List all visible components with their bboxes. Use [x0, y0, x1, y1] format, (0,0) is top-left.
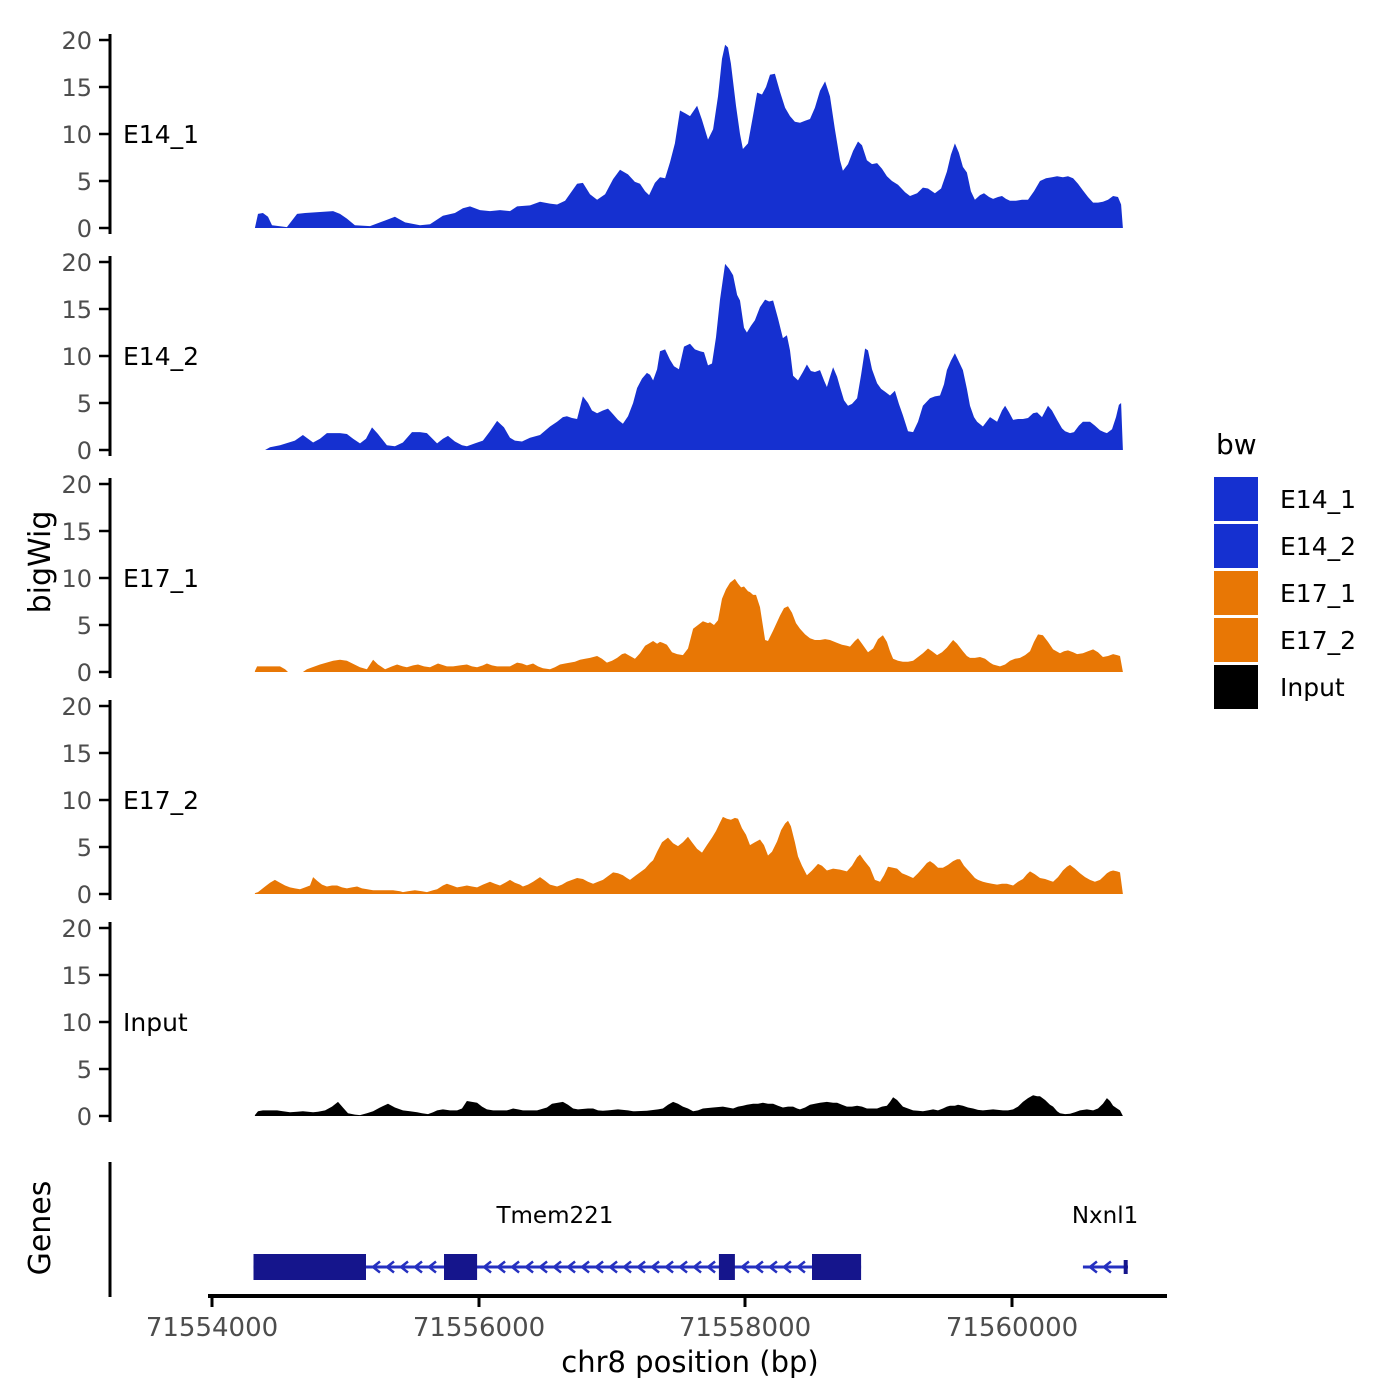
track-label-E17_2: E17_2 — [123, 786, 199, 815]
strand-arrow-icon — [781, 1260, 792, 1274]
y-tick-label: 15 — [61, 962, 92, 990]
strand-arrow-icon — [692, 1260, 702, 1274]
strand-arrow-icon — [795, 1260, 806, 1274]
strand-arrow-icon — [538, 1260, 548, 1274]
strand-arrow-icon — [594, 1260, 604, 1274]
y-tick-label: 10 — [61, 787, 92, 815]
y-tick-label: 20 — [61, 27, 92, 55]
strand-arrow-icon — [552, 1260, 562, 1274]
legend-swatch-e17-1 — [1214, 571, 1258, 615]
y-tick-label: 0 — [77, 437, 92, 465]
exon-Tmem221 — [444, 1254, 478, 1280]
y-tick-label: 15 — [61, 296, 92, 324]
strand-arrow-icon — [753, 1260, 764, 1274]
strand-arrow-icon — [566, 1260, 576, 1274]
y-tick-label: 0 — [77, 1103, 92, 1131]
track-label-Input: Input — [123, 1008, 188, 1037]
exon-Tmem221 — [812, 1254, 862, 1280]
track-area-E17_1 — [254, 578, 1123, 672]
legend-item-e14-2: E14_2 — [1214, 524, 1356, 568]
legend-label: E17_2 — [1280, 625, 1357, 655]
track-area-E14_1 — [254, 44, 1123, 229]
strand-arrow-icon — [580, 1260, 590, 1274]
x-tick-label: 71560000 — [946, 1313, 1078, 1343]
exon-Nxnl1 — [1123, 1260, 1128, 1274]
strand-arrow-icon — [1101, 1260, 1112, 1274]
strand-arrow-icon — [678, 1260, 688, 1274]
y-tick-label: 5 — [77, 390, 92, 418]
strand-arrow-icon — [384, 1260, 395, 1274]
strand-arrow-icon — [650, 1260, 660, 1274]
y-tick-label: 10 — [61, 343, 92, 371]
track-area-Input — [254, 1095, 1123, 1116]
exon-Tmem221 — [718, 1254, 735, 1280]
strand-arrow-icon — [664, 1260, 674, 1274]
y-tick-label: 15 — [61, 74, 92, 102]
legend-item-e17-2: E17_2 — [1214, 618, 1356, 662]
y-tick-label: 20 — [61, 249, 92, 277]
y-tick-label: 10 — [61, 565, 92, 593]
legend-item-input: Input — [1214, 665, 1356, 709]
x-axis-title: chr8 position (bp) — [561, 1345, 818, 1379]
strand-arrow-icon — [482, 1260, 492, 1274]
x-tick-label: 71558000 — [679, 1313, 811, 1343]
track-label-E17_1: E17_1 — [123, 564, 199, 593]
y-tick-label: 20 — [61, 915, 92, 943]
legend-label: Input — [1280, 672, 1345, 702]
y-tick-label: 20 — [61, 693, 92, 721]
legend-title: bw — [1216, 428, 1257, 461]
gene-label-Nxnl1: Nxnl1 — [1072, 1203, 1138, 1229]
strand-arrow-icon — [510, 1260, 520, 1274]
y-tick-label: 0 — [77, 215, 92, 243]
y-tick-label: 5 — [77, 612, 92, 640]
strand-arrow-icon — [767, 1260, 778, 1274]
strand-arrow-icon — [608, 1260, 618, 1274]
y-tick-label: 0 — [77, 881, 92, 909]
strand-arrow-icon — [412, 1260, 423, 1274]
y-tick-label: 15 — [61, 518, 92, 546]
strand-arrow-icon — [622, 1260, 632, 1274]
genes-panel-title: Genes — [23, 1181, 58, 1276]
strand-arrow-icon — [398, 1260, 409, 1274]
y-tick-label: 10 — [61, 121, 92, 149]
y-tick-label: 10 — [61, 1009, 92, 1037]
track-label-E14_2: E14_2 — [123, 342, 199, 371]
track-label-E14_1: E14_1 — [123, 120, 199, 149]
strand-arrow-icon — [1087, 1260, 1098, 1274]
legend-swatch-input — [1214, 665, 1258, 709]
y-tick-label: 0 — [77, 659, 92, 687]
legend-swatch-e14-2 — [1214, 524, 1258, 568]
gene-label-Tmem221: Tmem221 — [495, 1203, 613, 1229]
track-area-E14_2 — [265, 263, 1123, 450]
y-tick-label: 5 — [77, 1056, 92, 1084]
x-tick-label: 71556000 — [413, 1313, 545, 1343]
legend-label: E14_2 — [1280, 531, 1357, 561]
y-tick-label: 5 — [77, 834, 92, 862]
strand-arrow-icon — [739, 1260, 750, 1274]
legend-label: E17_1 — [1280, 578, 1357, 608]
y-tick-label: 5 — [77, 168, 92, 196]
strand-arrow-icon — [496, 1260, 506, 1274]
legend-label: E14_1 — [1280, 484, 1357, 514]
y-tick-label: 20 — [61, 471, 92, 499]
strand-arrow-icon — [524, 1260, 534, 1274]
y-tick-label: 15 — [61, 740, 92, 768]
strand-arrow-icon — [706, 1260, 716, 1274]
legend-swatch-e14-1 — [1214, 477, 1258, 521]
x-tick-label: 71554000 — [146, 1313, 278, 1343]
strand-arrow-icon — [636, 1260, 646, 1274]
legend-item-e14-1: E14_1 — [1214, 477, 1356, 521]
strand-arrow-icon — [426, 1260, 437, 1274]
legend-item-e17-1: E17_1 — [1214, 571, 1356, 615]
track-area-E17_2 — [254, 816, 1123, 894]
exon-Tmem221 — [253, 1254, 366, 1280]
y-axis-title: bigWig — [23, 511, 58, 614]
legend: bw E14_1 E14_2 E17_1 E17_2 Input — [1214, 428, 1356, 712]
legend-swatch-e17-2 — [1214, 618, 1258, 662]
strand-arrow-icon — [370, 1260, 381, 1274]
